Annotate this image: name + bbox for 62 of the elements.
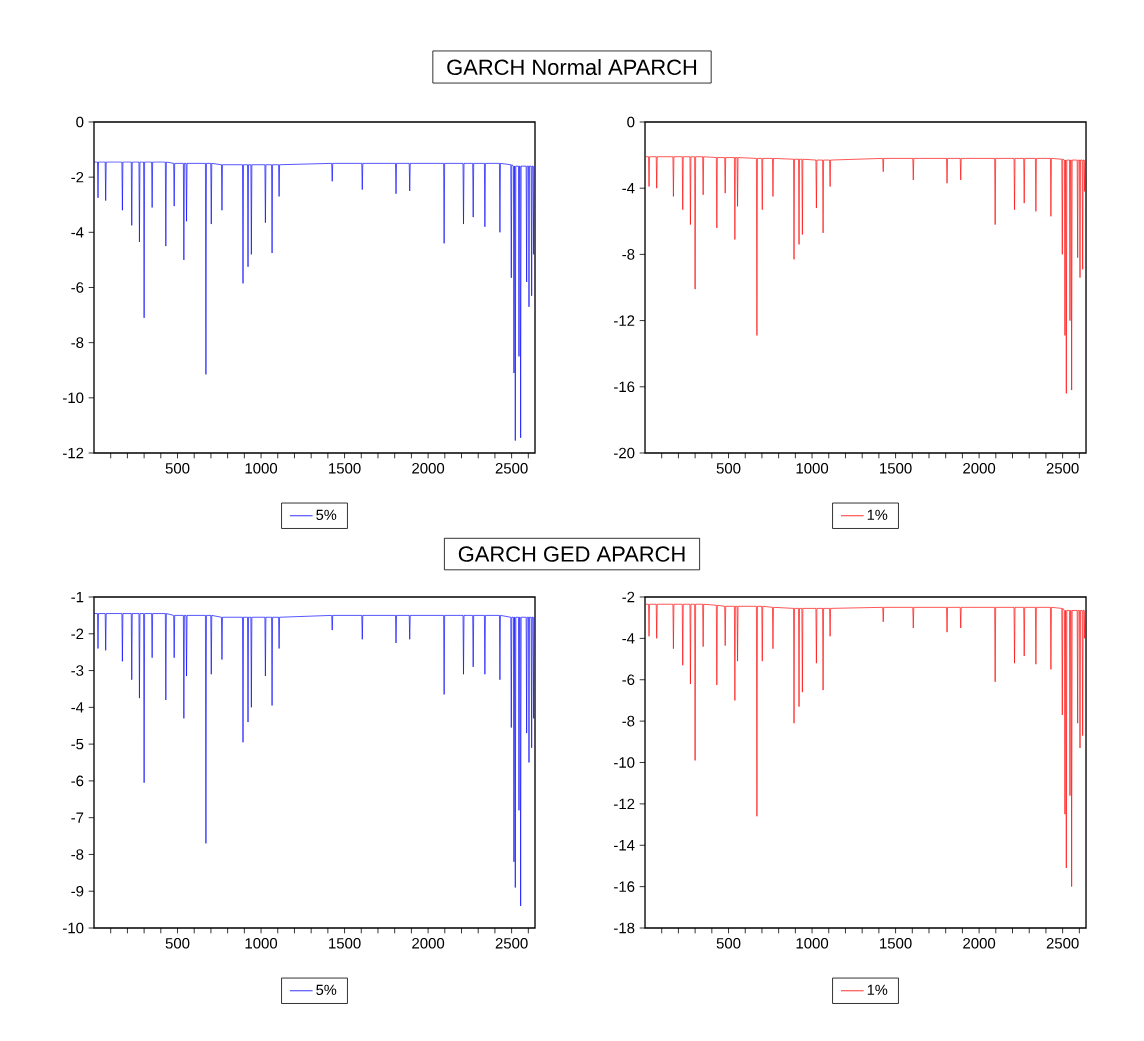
y-tick-label: -6	[71, 775, 84, 787]
legend-label: 5%	[316, 509, 337, 520]
y-tick-label: -1	[71, 591, 84, 603]
y-tick-label: -8	[622, 249, 635, 260]
x-tick-label: 2000	[412, 463, 445, 474]
chart-title: GARCH GED APARCH	[458, 546, 685, 562]
x-tick-label: 1500	[880, 463, 912, 474]
y-tick-label: -20	[614, 447, 635, 459]
x-tick-label: 1000	[796, 463, 829, 474]
line-series	[645, 156, 1086, 394]
y-tick-label: -18	[614, 922, 635, 934]
y-tick-label: -4	[622, 183, 635, 194]
legend-label: 1%	[867, 509, 888, 520]
y-tick-label: 0	[76, 116, 84, 128]
y-tick-label: -6	[71, 282, 84, 293]
y-tick-label: -4	[71, 702, 84, 713]
x-tick-label: 1500	[880, 938, 912, 949]
y-tick-label: -4	[622, 633, 635, 644]
x-tick-label: 2500	[495, 938, 528, 949]
y-tick-label: -10	[63, 392, 84, 404]
y-tick-label: -8	[622, 715, 635, 727]
y-tick-label: -16	[614, 381, 635, 393]
y-tick-label: -2	[71, 171, 84, 183]
y-tick-label: -12	[63, 447, 84, 459]
y-tick-label: -12	[614, 315, 635, 326]
y-tick-label: -12	[614, 798, 635, 810]
x-tick-label: 500	[716, 938, 741, 949]
line-series	[94, 613, 535, 907]
y-tick-label: -14	[614, 840, 635, 851]
y-tick-label: -7	[71, 812, 84, 823]
line-series	[94, 161, 535, 441]
x-tick-label: 500	[165, 938, 190, 949]
y-tick-label: -2	[71, 628, 84, 639]
y-tick-label: -4	[71, 227, 84, 238]
y-tick-label: -8	[71, 849, 84, 860]
x-tick-label: 1500	[329, 463, 361, 474]
y-tick-label: -10	[63, 922, 84, 934]
x-tick-label: 1000	[245, 463, 278, 474]
x-tick-label: 1500	[329, 938, 361, 949]
y-tick-label: -10	[614, 757, 635, 768]
x-tick-label: 2000	[963, 938, 996, 949]
x-tick-label: 500	[716, 463, 741, 474]
legend-label: 1%	[867, 984, 888, 995]
y-tick-label: -5	[71, 738, 84, 750]
y-tick-label: -16	[614, 881, 635, 892]
x-tick-label: 2000	[412, 938, 445, 949]
x-tick-label: 2500	[1046, 938, 1079, 949]
y-tick-label: -3	[71, 665, 84, 676]
x-tick-label: 2500	[495, 463, 528, 474]
chart-title: GARCH Normal APARCH	[447, 58, 697, 76]
line-series	[645, 603, 1086, 887]
y-tick-label: -6	[622, 674, 635, 686]
y-tick-label: -8	[71, 337, 84, 348]
x-tick-label: 1000	[796, 938, 829, 949]
y-tick-label: -9	[71, 885, 84, 897]
legend-label: 5%	[316, 984, 337, 995]
x-tick-label: 2500	[1046, 463, 1079, 474]
x-tick-label: 1000	[245, 938, 278, 949]
y-tick-label: -2	[622, 591, 635, 603]
y-tick-label: 0	[627, 116, 635, 128]
x-tick-label: 500	[165, 463, 190, 474]
x-tick-label: 2000	[963, 463, 996, 474]
